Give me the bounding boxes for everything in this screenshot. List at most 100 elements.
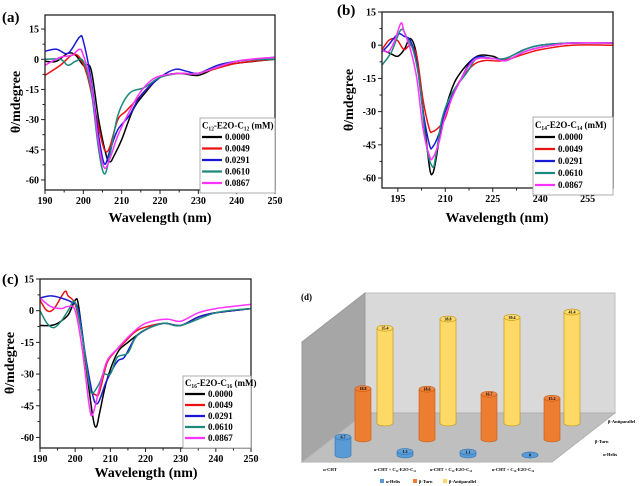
bar-value-label: 41.4 [569,310,576,315]
bar-α-Helix-3: 0 [521,451,539,459]
legend-label: 0.0000 [558,132,583,142]
bar-value-label: 18.6 [424,387,431,392]
y-tick-label: -45 [26,145,39,156]
bar-value-label: 0 [529,453,531,458]
series-line-0.0867 [382,22,613,161]
panel-label-b: (b) [337,3,355,19]
x-tick-label: 225 [485,194,500,205]
x-axis-label-b: Wavelength (nm) [445,211,548,226]
y-axis-label-c: θ/mdegree [3,332,18,394]
bar-α-Helix-0: 6.7 [334,433,352,459]
bar-α-Helix-2: 1.1 [459,448,477,459]
x-tick-label: 220 [138,454,153,465]
panel-label-c: (c) [2,272,19,288]
bar-body [355,388,371,439]
legend-label: 0.0610 [558,168,583,178]
category-label: α-CHT + C₁₂-E2O-C₁₂ [374,467,417,472]
y-tick-label: 15 [366,8,376,19]
x-tick-label: 230 [173,454,188,465]
legend-label: 0.0867 [208,433,233,443]
bar-top [418,385,436,393]
x-tick-label: 210 [114,196,129,207]
plot-frame [381,11,614,189]
bar-value-label: 1.3 [403,449,408,454]
y-tick-label: -30 [363,107,376,118]
legend-box [532,116,614,196]
x-tick-label: 195 [390,194,405,205]
bar-value-label: 38.8 [445,317,452,322]
x-axis-label-c: Wavelength (nm) [94,466,197,481]
x-tick-label: 255 [580,194,595,205]
bar-top [459,448,477,456]
legend-label: 0.0610 [208,422,233,432]
bar-body [419,389,435,439]
legend-label: 0.0291 [558,156,583,166]
y-axis-label-a: θ/mdegree [9,71,24,133]
bar-top [480,390,498,398]
bar-β-Turn-3: 15.2 [543,394,561,443]
bar-value-label: 39.4 [509,315,516,320]
bar-value-label: 16.7 [486,392,493,397]
category-label: α-CHT + C₁₆-E2O-C₁₆ [492,467,535,472]
x-tick-label: 190 [33,454,48,465]
bar-value-label: 6.7 [341,435,346,440]
bar-value-label: 35.4 [382,326,389,331]
legend-label: 0.0291 [225,155,250,165]
bar-body [544,398,560,439]
bar-body [377,328,393,423]
y-tick-label: -15 [21,338,34,349]
x-tick-label: 200 [68,454,83,465]
bar-top [521,451,539,459]
x-tick-label: 240 [208,454,223,465]
y-tick-label: 15 [29,25,39,36]
y-tick-label: 0 [29,306,34,317]
legend-title: C₁₆-E2O-C₁₆ (mM) [185,378,257,388]
bar-body [564,312,580,423]
bar-top [563,308,581,316]
legend-swatch [443,479,447,483]
bar-β-Antiparallel-3: 41.4 [563,308,581,427]
bar-β-Antiparallel-0: 35.4 [376,324,394,427]
legend-label: β-Turn [419,479,433,484]
bar-top [354,385,372,392]
y-tick-label: 15 [24,275,34,286]
y-tick-label: -60 [21,433,34,444]
bar-value-label: 1.1 [466,450,471,455]
series-line-0.0610 [40,300,251,394]
y-tick-label: -30 [26,115,39,126]
category-label: α-CHT [323,467,337,472]
y-tick-label: -15 [363,74,376,85]
bar-top [334,433,352,441]
series-axis-label: α-Helix [603,452,618,457]
x-tick-label: 210 [103,454,118,465]
bar-top [376,324,394,332]
legend-swatch [413,479,417,483]
legend-label: 0.0291 [208,411,233,421]
legend-label: β-Antiparallel [449,479,477,484]
bar-β-Turn-1: 18.6 [418,385,436,443]
legend-box [182,375,252,449]
legend-label: 0.0049 [208,400,233,410]
cd-spectrum-chart-c: 190 200 210 220 230 240 250 15 0 -15 -30 -45 -60 C₁₆-… [21,275,259,466]
x-tick-label: 240 [533,194,548,205]
y-tick-label: 0 [34,55,39,66]
series-axis-label: β-Antiparallel [608,419,636,424]
legend-label: 0.0049 [225,144,250,154]
legend-label: 0.0049 [558,144,583,154]
x-tick-label: 200 [76,196,91,207]
bar-top [543,394,561,402]
legend-box [199,117,276,194]
y-tick-label: -15 [26,85,39,96]
legend-swatch [380,479,384,483]
legend-title: C₁₄-E2O-C₁₄ (mM) [535,120,607,130]
bar-top [503,314,521,321]
bar-body [440,319,456,423]
category-label: α-CHT + C₁₄-E2O-C₁₄ [430,467,473,472]
bar-β-Turn-0: 18.8 [354,385,372,443]
bar-β-Antiparallel-2: 39.4 [503,314,521,427]
bar-α-Helix-1: 1.3 [396,448,414,459]
panel-label-d: (d) [301,292,312,302]
legend: C₁₄-E2O-C₁₄ (mM) 0.0000 0.0049 0.0291 0.0610… [532,116,614,196]
x-tick-label: 240 [229,196,244,207]
